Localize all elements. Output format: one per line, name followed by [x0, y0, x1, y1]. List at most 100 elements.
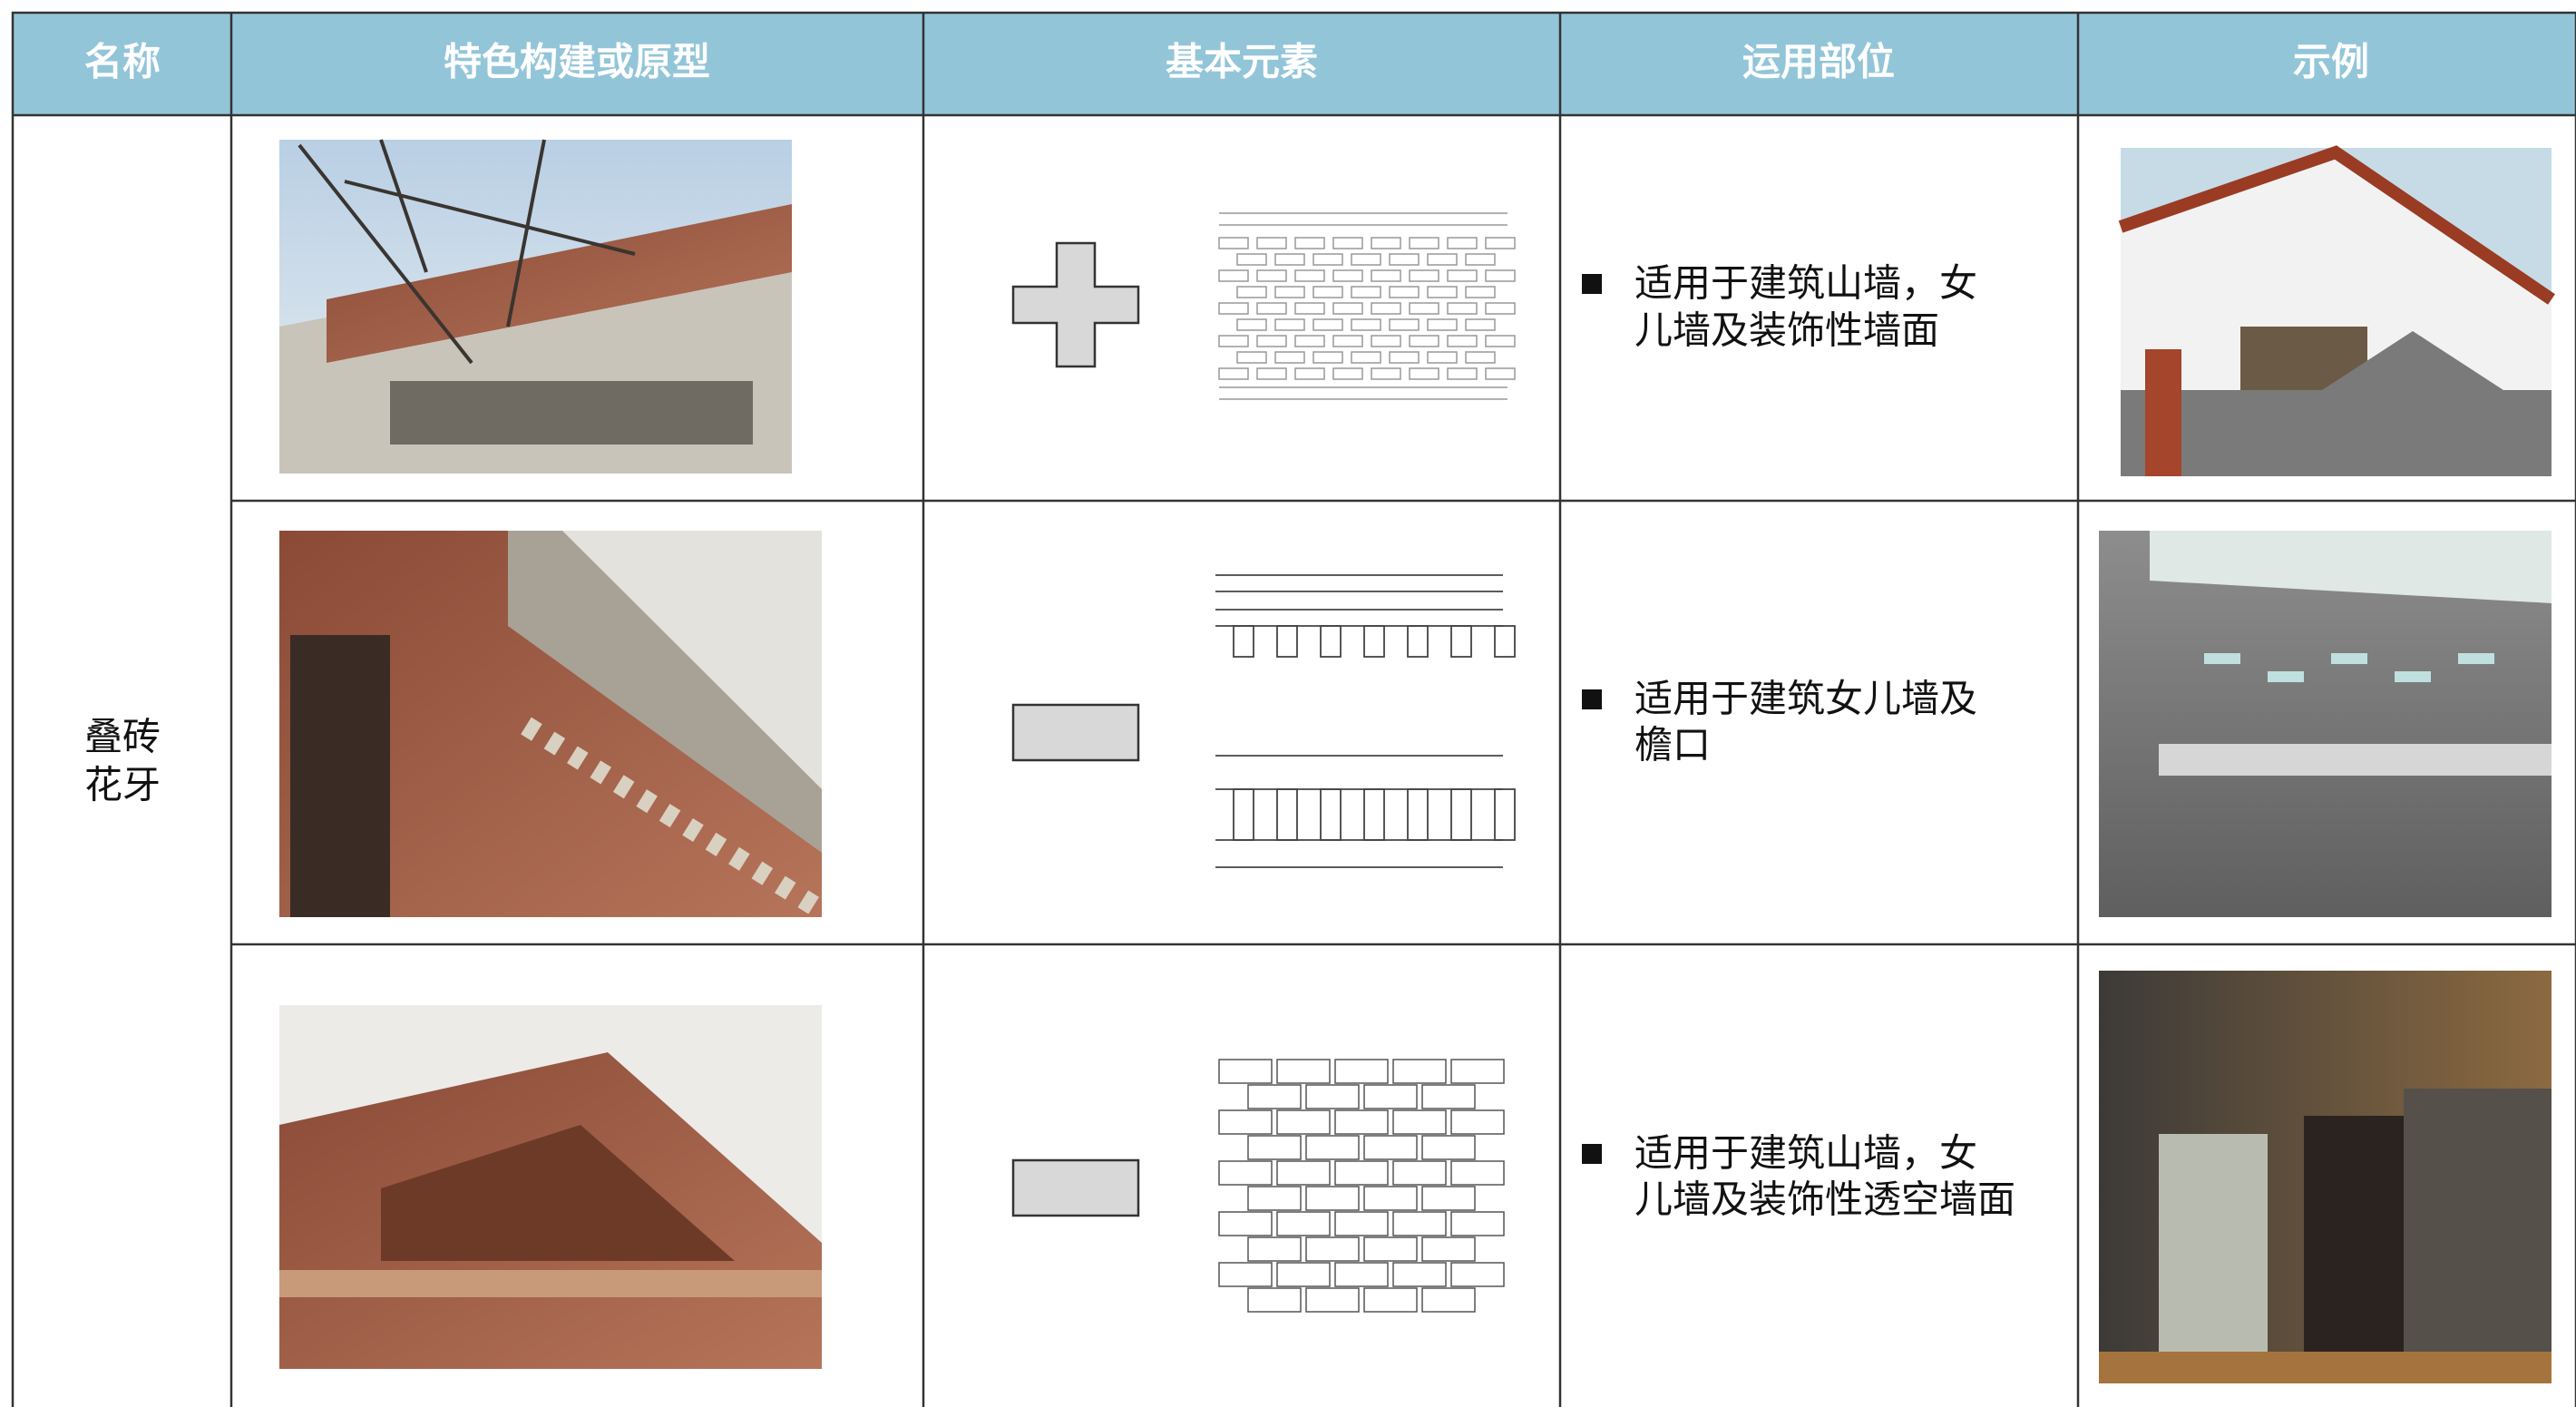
pattern-line: [1332, 335, 1363, 347]
pattern-line: [1363, 1287, 1418, 1313]
pattern-line: [1312, 318, 1343, 331]
pattern-line: [1363, 1186, 1418, 1211]
pattern-line: [1332, 269, 1363, 282]
pattern-line: [1256, 367, 1287, 380]
pattern-line: [1465, 253, 1496, 266]
pattern-line: [1312, 253, 1343, 266]
pattern-line: [1334, 1160, 1389, 1186]
pattern-line: [1389, 253, 1420, 266]
bullet: [1582, 689, 1602, 709]
pattern-line: [1351, 351, 1381, 364]
pattern-line: [1334, 1109, 1389, 1135]
pattern-line: [1465, 286, 1496, 298]
pattern-line: [1256, 302, 1287, 315]
pattern-line: [1363, 788, 1385, 841]
pattern-line: [1392, 1109, 1447, 1135]
pattern-line: [1276, 1160, 1331, 1186]
pattern-line: [1409, 237, 1439, 249]
pattern-line: [1351, 286, 1381, 298]
pattern-line: [1256, 237, 1287, 249]
header-cell: 基本元素: [1166, 40, 1318, 84]
pattern-line: [1294, 367, 1325, 380]
pattern-line: [1421, 1084, 1476, 1109]
usage-text: 儿墙及装饰性透空墙面: [1634, 1177, 2015, 1222]
pattern-line: [1305, 1236, 1360, 1262]
pattern-line: [1218, 1059, 1273, 1084]
pattern-line: [1447, 335, 1478, 347]
pattern-line: [1276, 1059, 1331, 1084]
pattern-line: [1421, 1236, 1476, 1262]
pattern-line: [1218, 1262, 1273, 1287]
pattern-line: [1485, 367, 1516, 380]
pattern-line: [1218, 335, 1249, 347]
usage-text: 檐口: [1634, 723, 1711, 767]
pattern-line: [1392, 1059, 1447, 1084]
pattern-line: [1276, 1262, 1331, 1287]
pattern-line: [1351, 253, 1381, 266]
usage-text: 适用于建筑山墙，女: [1634, 261, 1977, 306]
example-image: [2118, 145, 2555, 476]
pattern-line: [1218, 269, 1249, 282]
pattern-line: [1312, 286, 1343, 298]
pattern-line: [1421, 1135, 1476, 1160]
prototype-photo: [279, 139, 792, 474]
pattern-line: [1363, 1135, 1418, 1160]
bullet: [1582, 274, 1602, 294]
pattern-line: [1294, 237, 1325, 249]
header-cell: 运用部位: [1742, 40, 1895, 84]
pattern-line: [1332, 302, 1363, 315]
pattern-line: [1256, 335, 1287, 347]
pattern-line: [1363, 625, 1385, 658]
pattern-line: [1247, 1135, 1302, 1160]
pattern-line: [1332, 237, 1363, 249]
element-pattern: [1215, 574, 1516, 868]
element-shape: [1011, 703, 1140, 762]
pattern-line: [1363, 1084, 1418, 1109]
pattern-line: [1294, 302, 1325, 315]
pattern-line: [1247, 1287, 1302, 1313]
pattern-line: [1409, 335, 1439, 347]
pattern-line: [1450, 788, 1472, 841]
pattern-line: [1447, 367, 1478, 380]
pattern-line: [1218, 1109, 1273, 1135]
header-cell: 示例: [2293, 40, 2369, 84]
pattern-line: [1421, 1186, 1476, 1211]
pattern-line: [1407, 788, 1429, 841]
pattern-line: [1485, 335, 1516, 347]
pattern-line: [1351, 318, 1381, 331]
pattern-line: [1247, 1236, 1302, 1262]
element-pattern: [1218, 212, 1516, 400]
pattern-line: [1409, 269, 1439, 282]
usage-text: 适用于建筑山墙，女: [1634, 1131, 1977, 1176]
pattern-line: [1450, 1211, 1505, 1236]
pattern-line: [1450, 1109, 1505, 1135]
pattern-line: [1320, 625, 1342, 658]
pattern-line: [1363, 1236, 1418, 1262]
pattern-line: [1407, 625, 1429, 658]
header-cell: 特色构建或原型: [444, 40, 710, 84]
pattern-line: [1334, 1211, 1389, 1236]
usage-text: 适用于建筑女儿墙及: [1634, 677, 1977, 721]
pattern-line: [1236, 351, 1267, 364]
pattern-line: [1371, 237, 1401, 249]
pattern-line: [1409, 367, 1439, 380]
pattern-line: [1392, 1211, 1447, 1236]
name-text: 叠砖: [84, 715, 161, 759]
pattern-line: [1218, 302, 1249, 315]
pattern-line: [1450, 625, 1472, 658]
pattern-line: [1447, 237, 1478, 249]
pattern-line: [1389, 351, 1420, 364]
example-image: [2099, 971, 2552, 1383]
pattern-line: [1427, 253, 1458, 266]
pattern-line: [1305, 1135, 1360, 1160]
pattern-line: [1450, 1160, 1505, 1186]
pattern-line: [1465, 318, 1496, 331]
pattern-line: [1320, 788, 1342, 841]
pattern-line: [1274, 318, 1305, 331]
pattern-line: [1236, 253, 1267, 266]
pattern-line: [1276, 1109, 1331, 1135]
pattern-line: [1409, 302, 1439, 315]
pattern-line: [1450, 1262, 1505, 1287]
